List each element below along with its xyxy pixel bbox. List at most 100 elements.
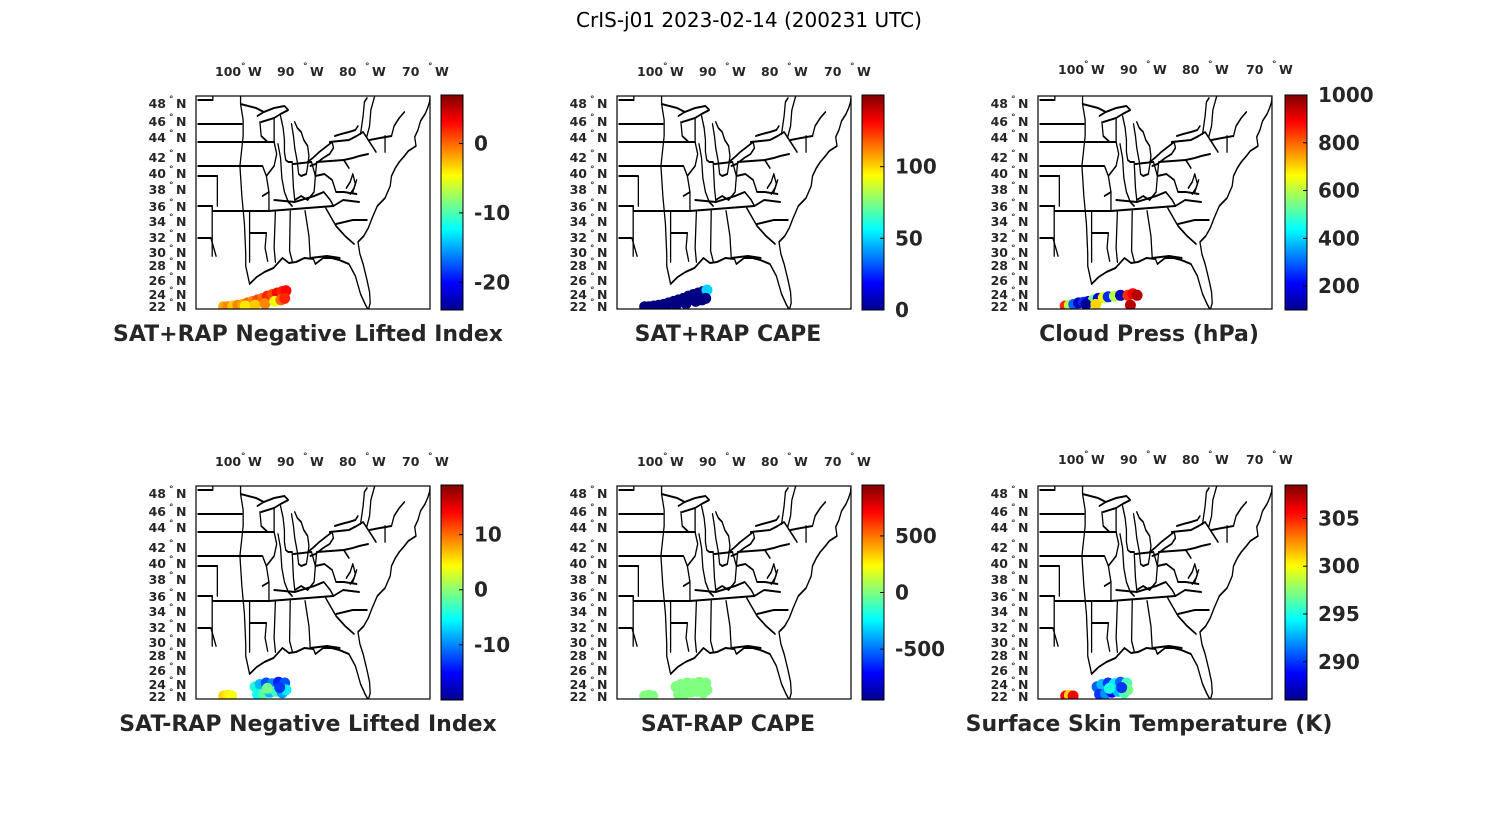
degree-symbol: ° (169, 286, 174, 296)
longitude-tick-label: 90 (1120, 452, 1138, 467)
latitude-tick-label: 38 (149, 182, 166, 197)
map-panel: 100 ° W 90 ° W 80 ° W 70 ° W48 ° N46 ° N44 ° N42 ° N40 ° N38 °… (991, 60, 1374, 347)
latitude-hemisphere-label: N (1018, 258, 1028, 273)
latitude-hemisphere-label: N (1018, 130, 1028, 145)
latitude-tick-label: 24 (991, 287, 1009, 302)
us-state-map (618, 486, 851, 699)
data-points (218, 285, 292, 309)
latitude-tick-label: 32 (991, 620, 1008, 635)
longitude-tick-label: 70 (402, 64, 420, 79)
latitude-tick-label: 26 (149, 273, 167, 288)
degree-symbol: ° (590, 619, 595, 629)
latitude-hemisphere-label: N (597, 114, 607, 129)
latitude-hemisphere-label: N (176, 166, 186, 181)
degree-symbol: ° (1011, 198, 1016, 208)
latitude-tick-label: 48 (149, 96, 166, 111)
colorbar-tick-label: 0 (474, 132, 488, 156)
map-panel: 100 ° W 90 ° W 80 ° W 70 ° W48 ° N46 ° N44 ° N42 ° N40 ° N38 °… (570, 62, 937, 347)
data-point (647, 690, 659, 699)
degree-symbol: ° (590, 503, 595, 513)
data-point (1067, 690, 1079, 699)
latitude-tick-label: 34 (570, 214, 588, 229)
latitude-tick-label: 30 (991, 635, 1009, 650)
degree-symbol: ° (663, 452, 668, 462)
colorbar-tick-label: -10 (474, 201, 510, 225)
data-points (639, 676, 713, 699)
latitude-tick-label: 44 (991, 520, 1009, 535)
latitude-tick-label: 38 (570, 572, 587, 587)
degree-symbol: ° (1011, 503, 1016, 513)
latitude-hemisphere-label: N (1018, 230, 1028, 245)
degree-symbol: ° (1272, 60, 1277, 70)
degree-symbol: ° (1011, 647, 1016, 657)
map-frame (195, 485, 431, 700)
latitude-tick-label: 48 (991, 96, 1008, 111)
degree-symbol: ° (1011, 95, 1016, 105)
degree-symbol: ° (365, 452, 370, 462)
panel-title: SAT-RAP Negative Lifted Index (119, 712, 496, 737)
data-point (259, 298, 271, 309)
latitude-hemisphere-label: N (597, 166, 607, 181)
degree-symbol: ° (725, 62, 730, 72)
degree-symbol: ° (241, 452, 246, 462)
latitude-tick-label: 42 (991, 540, 1008, 555)
latitude-hemisphere-label: N (176, 663, 186, 678)
colorbar (440, 484, 464, 701)
longitude-tick-label: 90 (699, 64, 717, 79)
longitude-hemisphere-label: W (1153, 62, 1167, 77)
colorbar-tick-label: 10 (474, 523, 502, 547)
state-borders (618, 96, 851, 309)
latitude-tick-label: 44 (570, 520, 588, 535)
longitude-hemisphere-label: W (1091, 452, 1105, 467)
panel-title: SAT+RAP CAPE (635, 322, 822, 347)
latitude-hemisphere-label: N (1018, 520, 1028, 535)
degree-symbol: ° (169, 688, 174, 698)
latitude-hemisphere-label: N (597, 663, 607, 678)
degree-symbol: ° (428, 452, 433, 462)
degree-symbol: ° (1208, 450, 1213, 460)
degree-symbol: ° (303, 62, 308, 72)
latitude-hemisphere-label: N (597, 648, 607, 663)
longitude-tick-label: 80 (761, 454, 779, 469)
latitude-tick-label: 24 (570, 677, 588, 692)
latitude-tick-label: 40 (991, 166, 1009, 181)
latitude-tick-label: 44 (570, 130, 588, 145)
degree-symbol: ° (1011, 165, 1016, 175)
degree-symbol: ° (1011, 539, 1016, 549)
data-point (274, 682, 286, 694)
degree-symbol: ° (590, 213, 595, 223)
latitude-tick-label: 42 (991, 150, 1008, 165)
latitude-hemisphere-label: N (1018, 556, 1028, 571)
degree-symbol: ° (169, 485, 174, 495)
latitude-hemisphere-label: N (597, 214, 607, 229)
degree-symbol: ° (1011, 229, 1016, 239)
latitude-tick-label: 46 (149, 504, 167, 519)
latitude-hemisphere-label: N (1018, 604, 1028, 619)
longitude-tick-label: 100 (215, 454, 241, 469)
data-point (1080, 298, 1092, 309)
latitude-hemisphere-label: N (176, 96, 186, 111)
degree-symbol: ° (590, 272, 595, 282)
longitude-hemisphere-label: W (670, 64, 684, 79)
latitude-tick-label: 48 (149, 486, 166, 501)
degree-symbol: ° (241, 62, 246, 72)
degree-symbol: ° (850, 62, 855, 72)
latitude-tick-label: 22 (570, 689, 587, 704)
degree-symbol: ° (169, 571, 174, 581)
longitude-tick-label: 80 (339, 64, 357, 79)
latitude-tick-label: 48 (991, 486, 1008, 501)
degree-symbol: ° (169, 165, 174, 175)
latitude-hemisphere-label: N (597, 299, 607, 314)
latitude-tick-label: 26 (570, 663, 588, 678)
latitude-tick-label: 46 (570, 114, 588, 129)
longitude-tick-label: 90 (277, 64, 295, 79)
latitude-tick-label: 34 (991, 604, 1009, 619)
latitude-hemisphere-label: N (597, 635, 607, 650)
degree-symbol: ° (1011, 588, 1016, 598)
latitude-tick-label: 24 (991, 677, 1009, 692)
latitude-hemisphere-label: N (1018, 287, 1028, 302)
degree-symbol: ° (1011, 571, 1016, 581)
latitude-tick-label: 44 (149, 130, 167, 145)
latitude-tick-label: 48 (570, 96, 587, 111)
longitude-tick-label: 70 (1246, 452, 1264, 467)
